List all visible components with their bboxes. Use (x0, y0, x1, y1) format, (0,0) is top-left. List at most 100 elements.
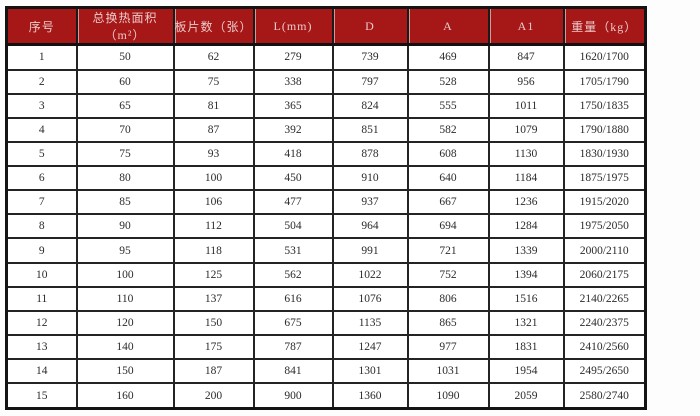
column-header-weight: 重量（kg） (562, 7, 646, 46)
table-cell: 1011 (487, 92, 565, 119)
table-cell: 1830/1930 (562, 140, 647, 168)
table-cell: 11 (5, 285, 78, 312)
table-cell: 140 (75, 334, 175, 361)
table-cell: 1705/1790 (562, 68, 647, 95)
table-cell: 418 (252, 140, 334, 168)
table-cell: 87 (172, 116, 255, 143)
table-cell: 90 (75, 213, 175, 240)
table-cell: 60 (75, 68, 175, 95)
table-cell: 469 (406, 43, 490, 71)
table-cell: 81 (172, 92, 255, 119)
table-cell: 8 (5, 213, 78, 240)
table-cell: 694 (406, 213, 490, 240)
table-cell: 112 (172, 213, 255, 240)
table-row: 4 70 87 392 851 582 1079 1790/1880 (5, 116, 647, 143)
table-cell: 477 (252, 189, 334, 216)
table-cell: 118 (172, 237, 255, 264)
table-cell: 2410/2560 (562, 334, 647, 361)
table-cell: 1975/2050 (562, 213, 647, 240)
table-cell: 2580/2740 (562, 382, 647, 410)
table-cell: 1284 (487, 213, 565, 240)
table-cell: 110 (75, 285, 175, 312)
table-cell: 160 (75, 382, 175, 410)
table-cell: 2495/2650 (562, 358, 647, 385)
column-header-length: L(mm) (252, 7, 333, 46)
table-cell: 1360 (331, 382, 409, 410)
table-cell: 9 (5, 237, 78, 264)
table-cell: 65 (75, 92, 175, 119)
table-cell: 739 (331, 43, 409, 71)
table-cell: 1790/1880 (562, 116, 647, 143)
table-cell: 851 (331, 116, 409, 143)
table-cell: 2240/2375 (562, 309, 647, 337)
table-cell: 937 (331, 189, 409, 216)
table-cell: 824 (331, 92, 409, 119)
table-cell: 1031 (406, 358, 490, 385)
table-cell: 365 (252, 92, 334, 119)
table-cell: 865 (406, 309, 490, 337)
table-cell: 1247 (331, 334, 409, 361)
table-cell: 1236 (487, 189, 565, 216)
table-cell: 910 (331, 165, 409, 192)
table-row: 7 85 106 477 937 667 1236 1915/2020 (5, 189, 647, 216)
table-cell: 721 (406, 237, 490, 264)
table-cell: 100 (75, 261, 175, 288)
table-cell: 93 (172, 140, 255, 168)
table-row: 14 150 187 841 1301 1031 1954 2495/2650 (5, 358, 647, 385)
table-cell: 1339 (487, 237, 565, 264)
table-cell: 4 (5, 116, 78, 143)
table-row: 6 80 100 450 910 640 1184 1875/1975 (5, 165, 647, 192)
table-cell: 1915/2020 (562, 189, 647, 216)
table-cell: 1620/1700 (562, 43, 647, 71)
table-row: 10 100 125 562 1022 752 1394 2060/2175 (5, 261, 647, 288)
table-cell: 1394 (487, 261, 565, 288)
table-cell: 640 (406, 165, 490, 192)
column-header-plates: 板片数（张） (172, 7, 254, 46)
table-cell: 1831 (487, 334, 565, 361)
table-cell: 3 (5, 92, 78, 119)
table-cell: 12 (5, 309, 78, 337)
table-cell: 100 (172, 165, 255, 192)
table-row: 2 60 75 338 797 528 956 1705/1790 (5, 68, 647, 95)
table-cell: 964 (331, 213, 409, 240)
table-cell: 450 (252, 165, 334, 192)
table-cell: 1184 (487, 165, 565, 192)
table-cell: 392 (252, 116, 334, 143)
table-row: 5 75 93 418 878 608 1130 1830/1930 (5, 140, 647, 168)
table-body: 1 50 62 279 739 469 847 1620/1700 2 60 75 338 797 528… (5, 43, 647, 410)
table-cell: 70 (75, 116, 175, 143)
column-header-serial: 序号 (6, 7, 77, 46)
table-cell: 841 (252, 358, 334, 385)
table-cell: 187 (172, 358, 255, 385)
table-cell: 6 (5, 165, 78, 192)
column-header-d: D (331, 7, 408, 46)
table-cell: 616 (252, 285, 334, 312)
table-cell: 1135 (331, 309, 409, 337)
table-row: 12 120 150 675 1135 865 1321 2240/2375 (5, 309, 647, 337)
table-cell: 806 (406, 285, 490, 312)
table-cell: 62 (172, 43, 255, 71)
table-cell: 956 (487, 68, 565, 95)
table-row: 9 95 118 531 991 721 1339 2000/2110 (5, 237, 647, 264)
table-cell: 1130 (487, 140, 565, 168)
table-row: 11 110 137 616 1076 806 1516 2140/2265 (5, 285, 647, 312)
table-cell: 1875/1975 (562, 165, 647, 192)
table-cell: 1954 (487, 358, 565, 385)
table-cell: 797 (331, 68, 409, 95)
spec-table: 序号 总换热面积（m²） 板片数（张） L(mm) D A A1 重量（kg） … (5, 6, 647, 410)
table-cell: 175 (172, 334, 255, 361)
table-cell: 200 (172, 382, 255, 410)
table-cell: 1750/1835 (562, 92, 647, 119)
table-cell: 95 (75, 237, 175, 264)
table-cell: 528 (406, 68, 490, 95)
column-header-area: 总换热面积（m²） (75, 7, 174, 46)
table-cell: 5 (5, 140, 78, 168)
table-row: 8 90 112 504 964 694 1284 1975/2050 (5, 213, 647, 240)
table-cell: 75 (75, 140, 175, 168)
table-cell: 75 (172, 68, 255, 95)
table-row: 1 50 62 279 739 469 847 1620/1700 (5, 43, 647, 71)
table-cell: 562 (252, 261, 334, 288)
table-cell: 125 (172, 261, 255, 288)
table-cell: 2060/2175 (562, 261, 647, 288)
